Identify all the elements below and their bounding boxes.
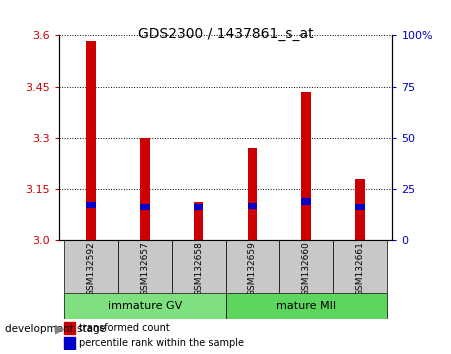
Bar xyxy=(140,138,150,240)
Bar xyxy=(172,240,226,293)
Bar xyxy=(248,202,257,209)
Text: development stage: development stage xyxy=(5,324,106,333)
Text: percentile rank within the sample: percentile rank within the sample xyxy=(78,338,244,348)
Bar xyxy=(355,204,365,210)
Bar xyxy=(194,202,203,240)
Text: GSM132659: GSM132659 xyxy=(248,241,257,296)
Text: mature MII: mature MII xyxy=(276,301,336,311)
Bar xyxy=(333,240,387,293)
Bar xyxy=(118,240,172,293)
Bar xyxy=(194,204,203,210)
Text: GSM132658: GSM132658 xyxy=(194,241,203,296)
Bar xyxy=(64,293,226,319)
Text: ▶: ▶ xyxy=(55,322,64,335)
Bar xyxy=(226,293,387,319)
Bar xyxy=(226,240,279,293)
Bar xyxy=(301,199,311,205)
Bar xyxy=(301,92,311,240)
Bar xyxy=(86,40,96,240)
Text: immature GV: immature GV xyxy=(108,301,182,311)
Text: GSM132660: GSM132660 xyxy=(302,241,311,296)
Bar xyxy=(64,322,75,334)
Bar xyxy=(248,148,257,240)
Bar xyxy=(355,179,365,240)
Bar xyxy=(140,204,150,210)
Text: GSM132657: GSM132657 xyxy=(140,241,149,296)
Text: GDS2300 / 1437861_s_at: GDS2300 / 1437861_s_at xyxy=(138,27,313,41)
Text: transformed count: transformed count xyxy=(78,323,170,333)
Text: GSM132592: GSM132592 xyxy=(87,241,96,296)
Text: GSM132661: GSM132661 xyxy=(355,241,364,296)
Bar xyxy=(279,240,333,293)
Bar xyxy=(64,240,118,293)
Bar xyxy=(64,337,75,349)
Bar xyxy=(86,202,96,208)
